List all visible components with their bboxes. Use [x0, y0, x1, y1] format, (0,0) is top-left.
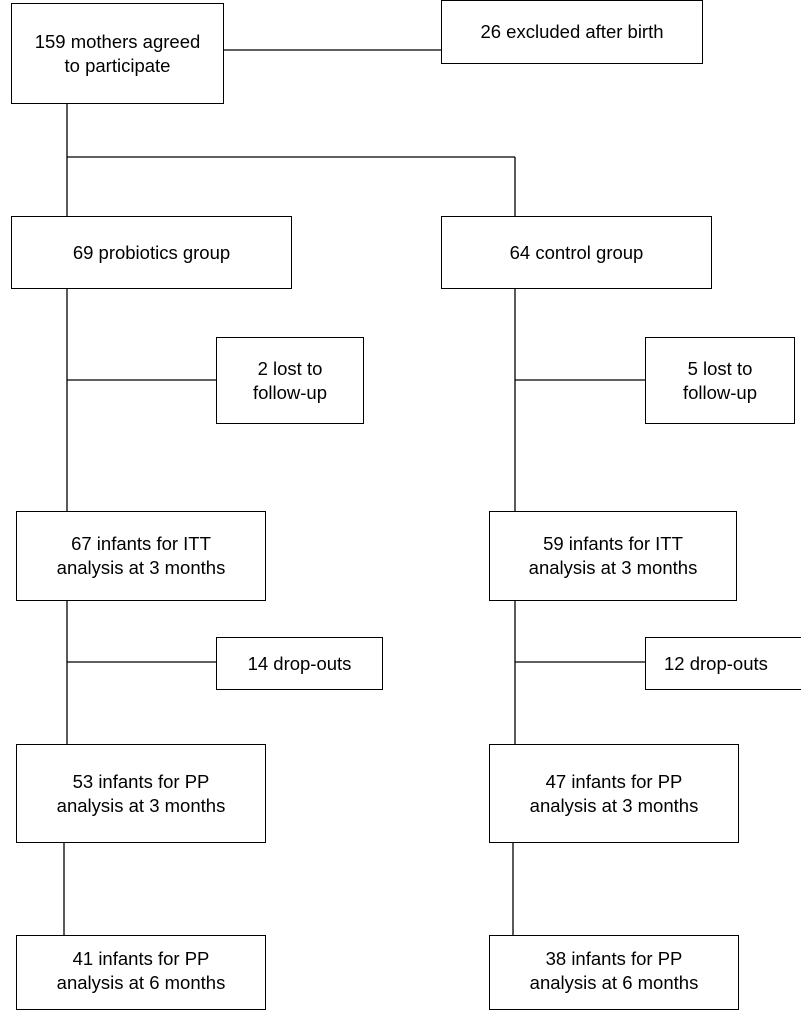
box-control-pp6: 38 infants for PP analysis at 6 months [489, 935, 739, 1010]
box-probiotics-group: 69 probiotics group [11, 216, 292, 289]
box-control-group: 64 control group [441, 216, 712, 289]
box-probiotics-lost: 2 lost to follow-up [216, 337, 364, 424]
box-control-itt: 59 infants for ITT analysis at 3 months [489, 511, 737, 601]
box-control-lost: 5 lost to follow-up [645, 337, 795, 424]
box-probiotics-itt: 67 infants for ITT analysis at 3 months [16, 511, 266, 601]
box-probiotics-pp6: 41 infants for PP analysis at 6 months [16, 935, 266, 1010]
box-enrolled: 159 mothers agreed to participate [11, 3, 224, 104]
box-control-dropouts: 12 drop-outs [645, 637, 801, 690]
box-probiotics-dropouts: 14 drop-outs [216, 637, 383, 690]
box-probiotics-pp3: 53 infants for PP analysis at 3 months [16, 744, 266, 843]
box-control-pp3: 47 infants for PP analysis at 3 months [489, 744, 739, 843]
box-excluded: 26 excluded after birth [441, 0, 703, 64]
